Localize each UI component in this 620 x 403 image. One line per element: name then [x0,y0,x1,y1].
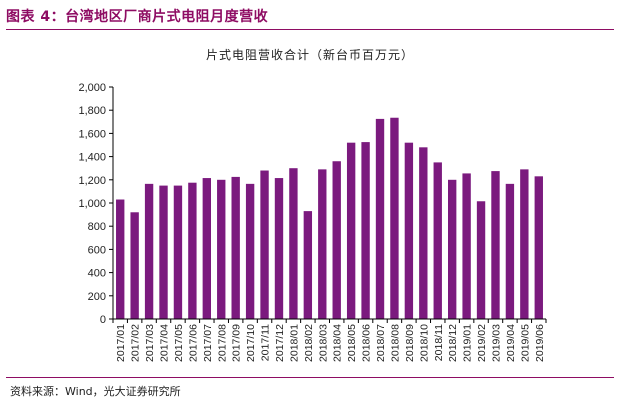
bar-2017-08 [217,179,226,319]
x-tick-label: 2017/08 [216,324,228,362]
bar-2018-11 [433,162,442,319]
bar-2019-03 [491,171,500,319]
x-tick-label: 2018/07 [375,324,387,362]
x-tick-label: 2019/04 [505,324,517,362]
bar-2019-02 [476,201,486,319]
bar-2018-04 [332,161,341,319]
bar-2017-06 [188,182,197,319]
x-tick-label: 2017/01 [115,324,127,362]
x-tick-label: 2017/11 [260,324,272,361]
title-divider [6,29,614,30]
bar-2019-01 [462,173,471,319]
chart-title: 片式电阻营收合计（新台币百万元） [205,48,414,62]
x-tick-label: 2017/02 [130,324,142,362]
x-axis: 2017/01 2017/02 2017/03 2017/04 2017/05 2017/… [112,318,547,362]
x-tick-label: 2018/08 [389,324,401,362]
bar-2018-07 [375,118,385,320]
x-tick-label: 2018/06 [361,324,373,362]
bar-2017-12 [274,178,284,319]
y-tick-label: 2,000 [78,82,106,94]
bar-2017-05 [173,185,183,319]
x-tick-label: 2018/03 [317,324,329,362]
bar-2018-12 [448,179,457,319]
y-tick-label: 0 [100,314,106,326]
figure-title: 图表 4：台湾地区厂商片式电阻月度营收 [6,9,269,25]
bar-2018-01 [289,168,298,319]
y-tick-label: 1,000 [78,198,106,210]
bar-2018-02 [303,211,313,319]
x-tick-label: 2018/02 [303,324,315,362]
bar-2017-02 [130,212,139,319]
bar-2017-03 [144,183,154,319]
y-tick-label: 200 [88,291,106,303]
x-tick-label: 2019/01 [462,324,474,362]
bar-2017-09 [231,176,240,319]
bar-2018-10 [419,147,428,319]
y-tick-label: 1,400 [78,152,106,164]
x-tick-label: 2019/05 [519,324,531,362]
x-tick-label: 2019/02 [476,324,488,362]
x-tick-label: 2017/04 [159,324,171,362]
bar-2019-05 [520,169,529,319]
bar-2017-04 [159,185,168,319]
y-axis: 0 200 400 600 800 1,000 1,200 1,400 1,600 1,800 2,… [78,82,114,326]
source-divider [6,377,614,378]
x-tick-label: 2018/09 [404,324,416,362]
x-tick-label: 2017/03 [144,324,156,362]
source-note: 资料来源：Wind，光大证券研究所 [10,385,181,398]
x-tick-label: 2018/04 [332,324,344,362]
x-tick-label: 2018/05 [346,324,358,362]
x-tick-label: 2019/06 [534,324,546,362]
bar-2019-06 [534,176,543,319]
y-tick-label: 1,800 [78,105,106,117]
bar-2018-09 [404,142,414,319]
y-tick-label: 1,600 [78,128,106,140]
x-tick-label: 2019/03 [490,324,502,362]
y-tick-label: 400 [88,268,106,280]
x-tick-label: 2017/09 [231,324,243,362]
bar-2018-06 [361,142,370,319]
bar-2018-03 [318,169,327,319]
y-tick-label: 600 [88,244,106,256]
bar-2018-05 [346,142,356,319]
y-tick-label: 800 [88,221,106,233]
x-tick-label: 2018/10 [418,324,430,362]
x-tick-label: 2017/10 [245,324,257,362]
x-tick-label: 2017/07 [202,324,214,362]
bar-2017-11 [260,170,269,319]
bar-2017-01 [116,199,125,319]
x-tick-label: 2017/05 [173,324,185,362]
x-tick-label: 2018/01 [288,324,300,362]
bar-2018-08 [390,117,399,320]
x-tick-label: 2018/11 [433,324,445,361]
x-tick-label: 2018/12 [447,324,459,362]
x-tick-label: 2017/12 [274,324,286,362]
y-tick-label: 1,200 [78,175,106,187]
bar-2017-07 [202,178,211,319]
x-tick-label: 2017/06 [187,324,199,362]
bar-2019-04 [505,183,515,319]
bars [116,117,543,320]
bar-2017-10 [245,183,255,319]
